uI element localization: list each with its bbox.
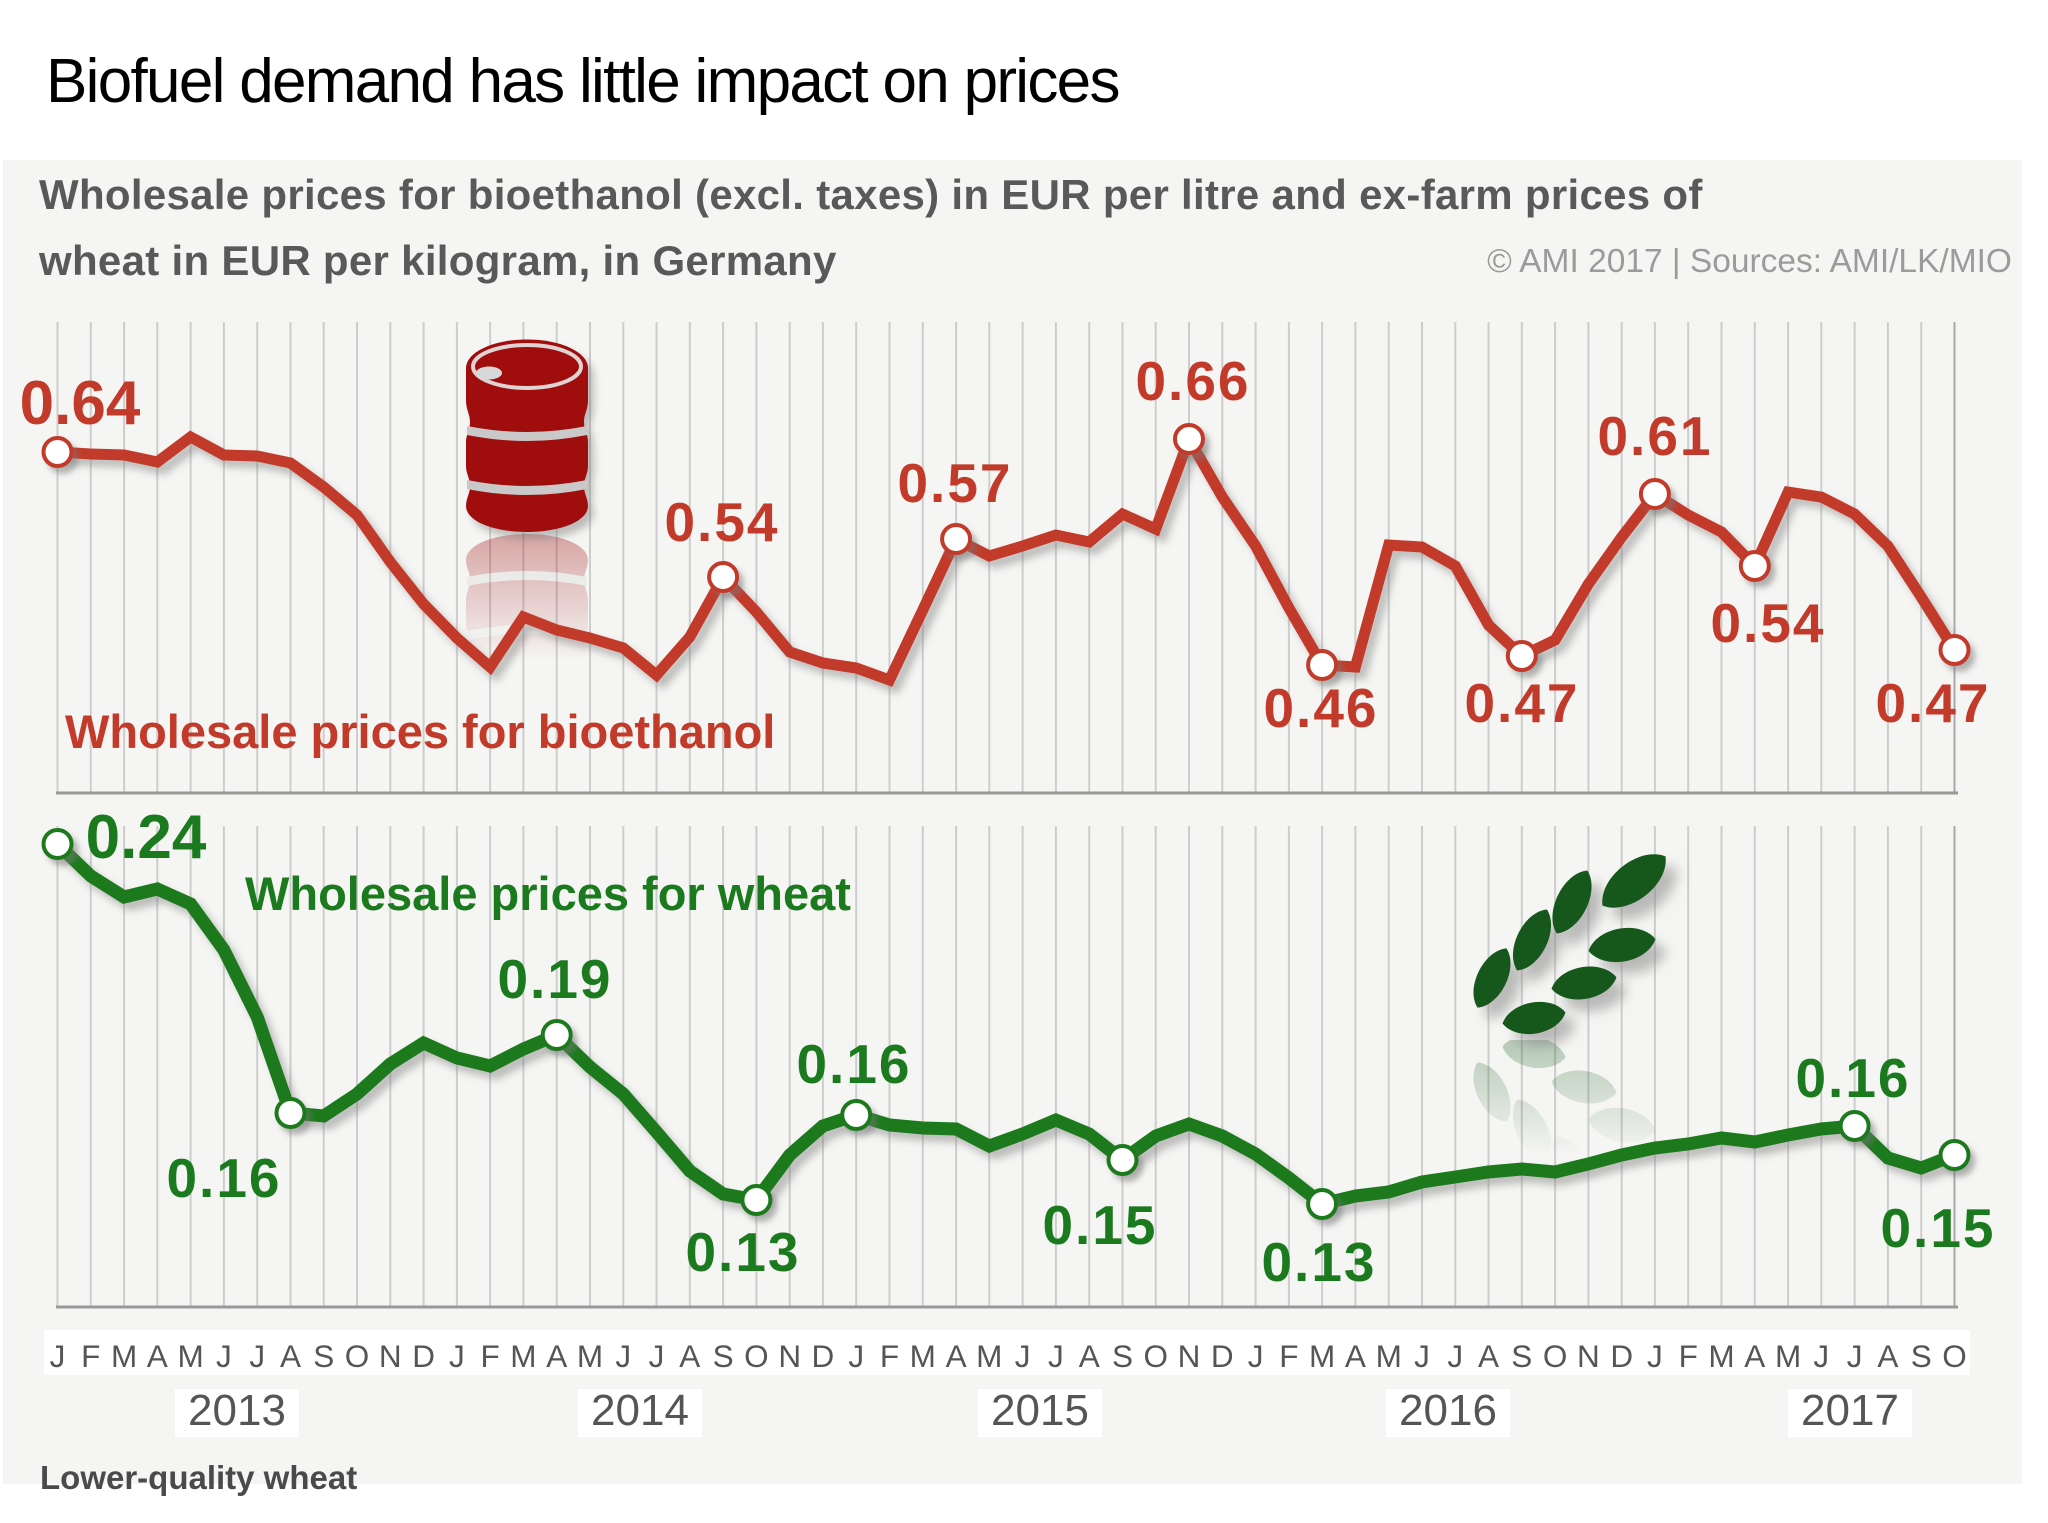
svg-text:0.13: 0.13 xyxy=(1261,1231,1376,1293)
svg-text:A: A xyxy=(147,1338,168,1374)
svg-text:J: J xyxy=(1048,1338,1064,1374)
svg-text:Wholesale prices for bioethano: Wholesale prices for bioethanol xyxy=(65,705,775,758)
svg-text:M: M xyxy=(1708,1338,1734,1374)
svg-text:S: S xyxy=(713,1338,734,1374)
svg-text:J: J xyxy=(1847,1338,1863,1374)
svg-text:© AMI 2017 | Sources: AMI/LK/M: © AMI 2017 | Sources: AMI/LK/MIO xyxy=(1487,243,2012,280)
svg-text:0.47: 0.47 xyxy=(1875,672,1990,734)
svg-text:2014: 2014 xyxy=(591,1386,689,1435)
svg-text:A: A xyxy=(1744,1338,1765,1374)
svg-text:D: D xyxy=(1211,1338,1234,1374)
svg-text:Wholesale prices for bioethano: Wholesale prices for bioethanol (excl. t… xyxy=(39,171,1703,218)
svg-text:O: O xyxy=(345,1338,370,1374)
svg-text:0.54: 0.54 xyxy=(1710,592,1825,654)
svg-text:J: J xyxy=(1813,1338,1829,1374)
svg-text:D: D xyxy=(812,1338,835,1374)
svg-text:0.15: 0.15 xyxy=(1042,1194,1157,1256)
svg-text:F: F xyxy=(1679,1338,1698,1374)
svg-text:F: F xyxy=(480,1338,499,1374)
svg-text:0.46: 0.46 xyxy=(1263,677,1378,739)
svg-text:0.16: 0.16 xyxy=(1795,1047,1910,1109)
svg-text:S: S xyxy=(1511,1338,1532,1374)
svg-text:0.66: 0.66 xyxy=(1135,350,1250,412)
svg-text:F: F xyxy=(880,1338,899,1374)
svg-text:wheat in EUR per kilogram, in: wheat in EUR per kilogram, in Germany xyxy=(38,237,837,284)
svg-text:A: A xyxy=(280,1338,301,1374)
svg-text:M: M xyxy=(510,1338,536,1374)
svg-text:0.57: 0.57 xyxy=(897,452,1012,514)
svg-text:Wholesale prices for wheat: Wholesale prices for wheat xyxy=(245,867,851,920)
svg-text:M: M xyxy=(111,1338,137,1374)
svg-text:O: O xyxy=(1143,1338,1168,1374)
svg-text:0.47: 0.47 xyxy=(1464,672,1579,734)
svg-text:M: M xyxy=(1309,1338,1335,1374)
svg-text:0.16: 0.16 xyxy=(796,1033,911,1095)
svg-text:D: D xyxy=(1610,1338,1633,1374)
svg-text:J: J xyxy=(1447,1338,1463,1374)
svg-text:M: M xyxy=(1376,1338,1402,1374)
svg-text:2016: 2016 xyxy=(1399,1386,1497,1435)
svg-text:0.16: 0.16 xyxy=(166,1147,281,1209)
svg-text:S: S xyxy=(1112,1338,1133,1374)
svg-text:N: N xyxy=(379,1338,402,1374)
svg-text:0.61: 0.61 xyxy=(1597,405,1712,467)
svg-text:J: J xyxy=(649,1338,665,1374)
svg-text:A: A xyxy=(546,1338,567,1374)
svg-text:0.15: 0.15 xyxy=(1880,1197,1995,1259)
svg-text:O: O xyxy=(1543,1338,1568,1374)
svg-text:F: F xyxy=(1279,1338,1298,1374)
svg-text:2013: 2013 xyxy=(188,1386,286,1435)
svg-text:A: A xyxy=(1877,1338,1898,1374)
svg-text:M: M xyxy=(976,1338,1002,1374)
svg-text:0.64: 0.64 xyxy=(20,369,141,438)
svg-text:O: O xyxy=(1942,1338,1967,1374)
svg-text:Biofuel demand has little impa: Biofuel demand has little impact on pric… xyxy=(46,47,1119,116)
svg-text:0.24: 0.24 xyxy=(86,803,207,872)
svg-text:M: M xyxy=(910,1338,936,1374)
svg-text:O: O xyxy=(744,1338,769,1374)
svg-text:0.19: 0.19 xyxy=(497,948,612,1010)
svg-text:A: A xyxy=(679,1338,700,1374)
svg-text:J: J xyxy=(848,1338,864,1374)
svg-text:0.13: 0.13 xyxy=(685,1221,800,1283)
svg-text:F: F xyxy=(81,1338,100,1374)
svg-text:J: J xyxy=(249,1338,265,1374)
svg-text:J: J xyxy=(1414,1338,1430,1374)
svg-text:M: M xyxy=(1775,1338,1801,1374)
svg-text:N: N xyxy=(1178,1338,1201,1374)
svg-text:M: M xyxy=(577,1338,603,1374)
svg-text:S: S xyxy=(313,1338,334,1374)
svg-text:J: J xyxy=(615,1338,631,1374)
svg-text:J: J xyxy=(216,1338,232,1374)
svg-text:J: J xyxy=(50,1338,66,1374)
svg-text:J: J xyxy=(1647,1338,1663,1374)
svg-text:A: A xyxy=(1478,1338,1499,1374)
svg-text:J: J xyxy=(1015,1338,1031,1374)
svg-text:2017: 2017 xyxy=(1801,1386,1899,1435)
svg-text:N: N xyxy=(1577,1338,1600,1374)
svg-text:0.54: 0.54 xyxy=(664,491,779,553)
svg-text:A: A xyxy=(1079,1338,1100,1374)
svg-text:J: J xyxy=(1248,1338,1264,1374)
svg-text:S: S xyxy=(1911,1338,1932,1374)
svg-text:M: M xyxy=(177,1338,203,1374)
svg-text:Lower-quality wheat: Lower-quality wheat xyxy=(40,1459,357,1496)
svg-text:A: A xyxy=(946,1338,967,1374)
svg-text:J: J xyxy=(449,1338,465,1374)
svg-text:N: N xyxy=(778,1338,801,1374)
svg-text:A: A xyxy=(1345,1338,1366,1374)
svg-text:D: D xyxy=(412,1338,435,1374)
svg-text:2015: 2015 xyxy=(991,1386,1089,1435)
